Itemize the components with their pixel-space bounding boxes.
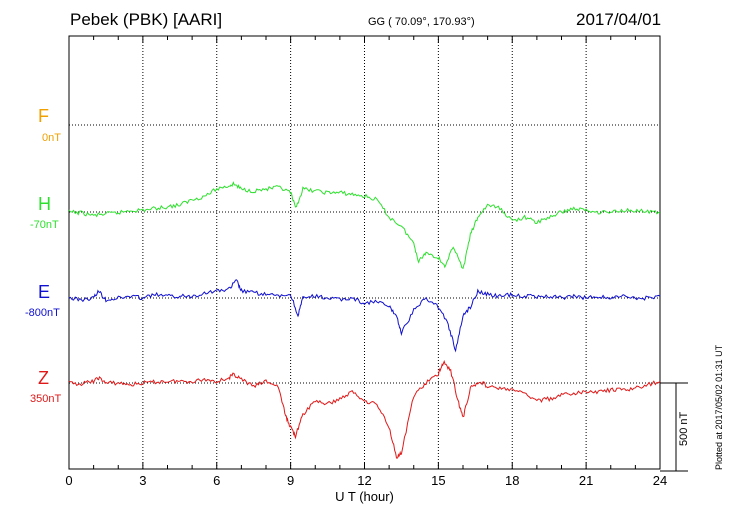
x-tick-label: 0 — [65, 473, 72, 488]
x-tick-label: 9 — [287, 473, 294, 488]
date-label: 2017/04/01 — [576, 10, 662, 29]
station-title: Pebek (PBK) [AARI] — [70, 10, 223, 29]
component-offset-f: 0nT — [42, 132, 61, 144]
x-tick-label: 3 — [139, 473, 146, 488]
component-offset-z: 350nT — [30, 393, 62, 405]
series-line-z — [68, 359, 661, 459]
scale-bar-label: 500 nT — [678, 411, 690, 446]
component-label-h: H — [38, 194, 51, 214]
plotted-timestamp: Plotted at 2017/05/02 01:31 UT — [714, 344, 724, 470]
x-tick-label: 21 — [579, 473, 593, 488]
x-tick-label: 15 — [431, 473, 445, 488]
x-tick-label: 18 — [505, 473, 519, 488]
series-line-e — [68, 279, 661, 353]
x-tick-label: 12 — [357, 473, 371, 488]
x-axis-label: U T (hour) — [335, 489, 394, 504]
component-label-z: Z — [38, 368, 49, 388]
component-label-f: F — [38, 106, 49, 126]
series-line-h — [68, 181, 661, 270]
coordinates-label: GG ( 70.09°, 170.93°) — [368, 16, 475, 28]
component-label-e: E — [38, 282, 51, 302]
component-offset-e: -800nT — [25, 307, 60, 319]
x-tick-label: 24 — [653, 473, 667, 488]
x-tick-label: 6 — [213, 473, 220, 488]
component-offset-h: -70nT — [30, 219, 59, 231]
